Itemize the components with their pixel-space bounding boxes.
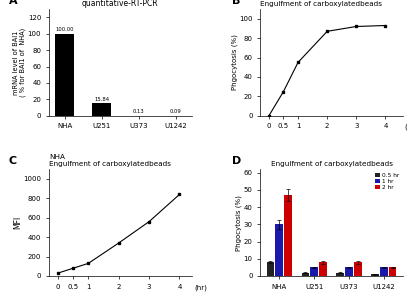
Bar bbox=[310, 267, 318, 276]
Bar bbox=[345, 267, 353, 276]
Bar bbox=[371, 274, 379, 276]
Bar bbox=[302, 273, 309, 276]
Text: D: D bbox=[232, 156, 241, 166]
Bar bbox=[55, 34, 74, 116]
Text: (hr): (hr) bbox=[405, 124, 407, 130]
Text: A: A bbox=[9, 0, 18, 6]
Text: 0.13: 0.13 bbox=[133, 110, 144, 115]
Y-axis label: MFI: MFI bbox=[13, 216, 22, 229]
Bar bbox=[276, 224, 283, 276]
Title: quantitative-RT-PCR: quantitative-RT-PCR bbox=[82, 0, 159, 8]
Bar bbox=[389, 267, 396, 276]
Text: NHA
Engulfment of carboxylatedbeads: NHA Engulfment of carboxylatedbeads bbox=[49, 154, 171, 167]
Bar bbox=[354, 262, 361, 276]
Bar bbox=[319, 262, 327, 276]
Text: (hr): (hr) bbox=[195, 285, 208, 291]
Text: NHA
Engulfment of carboxylatedbeads: NHA Engulfment of carboxylatedbeads bbox=[260, 0, 382, 7]
Text: 15.84: 15.84 bbox=[94, 97, 109, 102]
Bar bbox=[380, 267, 388, 276]
Legend: 0.5 hr, 1 hr, 2 hr: 0.5 hr, 1 hr, 2 hr bbox=[374, 172, 400, 191]
Y-axis label: Phgocytosis (%): Phgocytosis (%) bbox=[236, 195, 242, 250]
Text: B: B bbox=[232, 0, 240, 6]
Bar bbox=[267, 262, 274, 276]
Bar bbox=[337, 273, 344, 276]
Text: 0.09: 0.09 bbox=[170, 110, 182, 115]
Text: 100.00: 100.00 bbox=[55, 27, 74, 32]
Title: Engulfment of carboxylatedbeads: Engulfment of carboxylatedbeads bbox=[271, 161, 392, 167]
Y-axis label: mRNA level of BAI1
( % for BAI1 of  NHA): mRNA level of BAI1 ( % for BAI1 of NHA) bbox=[13, 28, 26, 97]
Text: C: C bbox=[9, 156, 17, 166]
Bar bbox=[284, 195, 292, 276]
Bar bbox=[92, 103, 111, 116]
Y-axis label: Phgocytosis (%): Phgocytosis (%) bbox=[231, 34, 238, 90]
